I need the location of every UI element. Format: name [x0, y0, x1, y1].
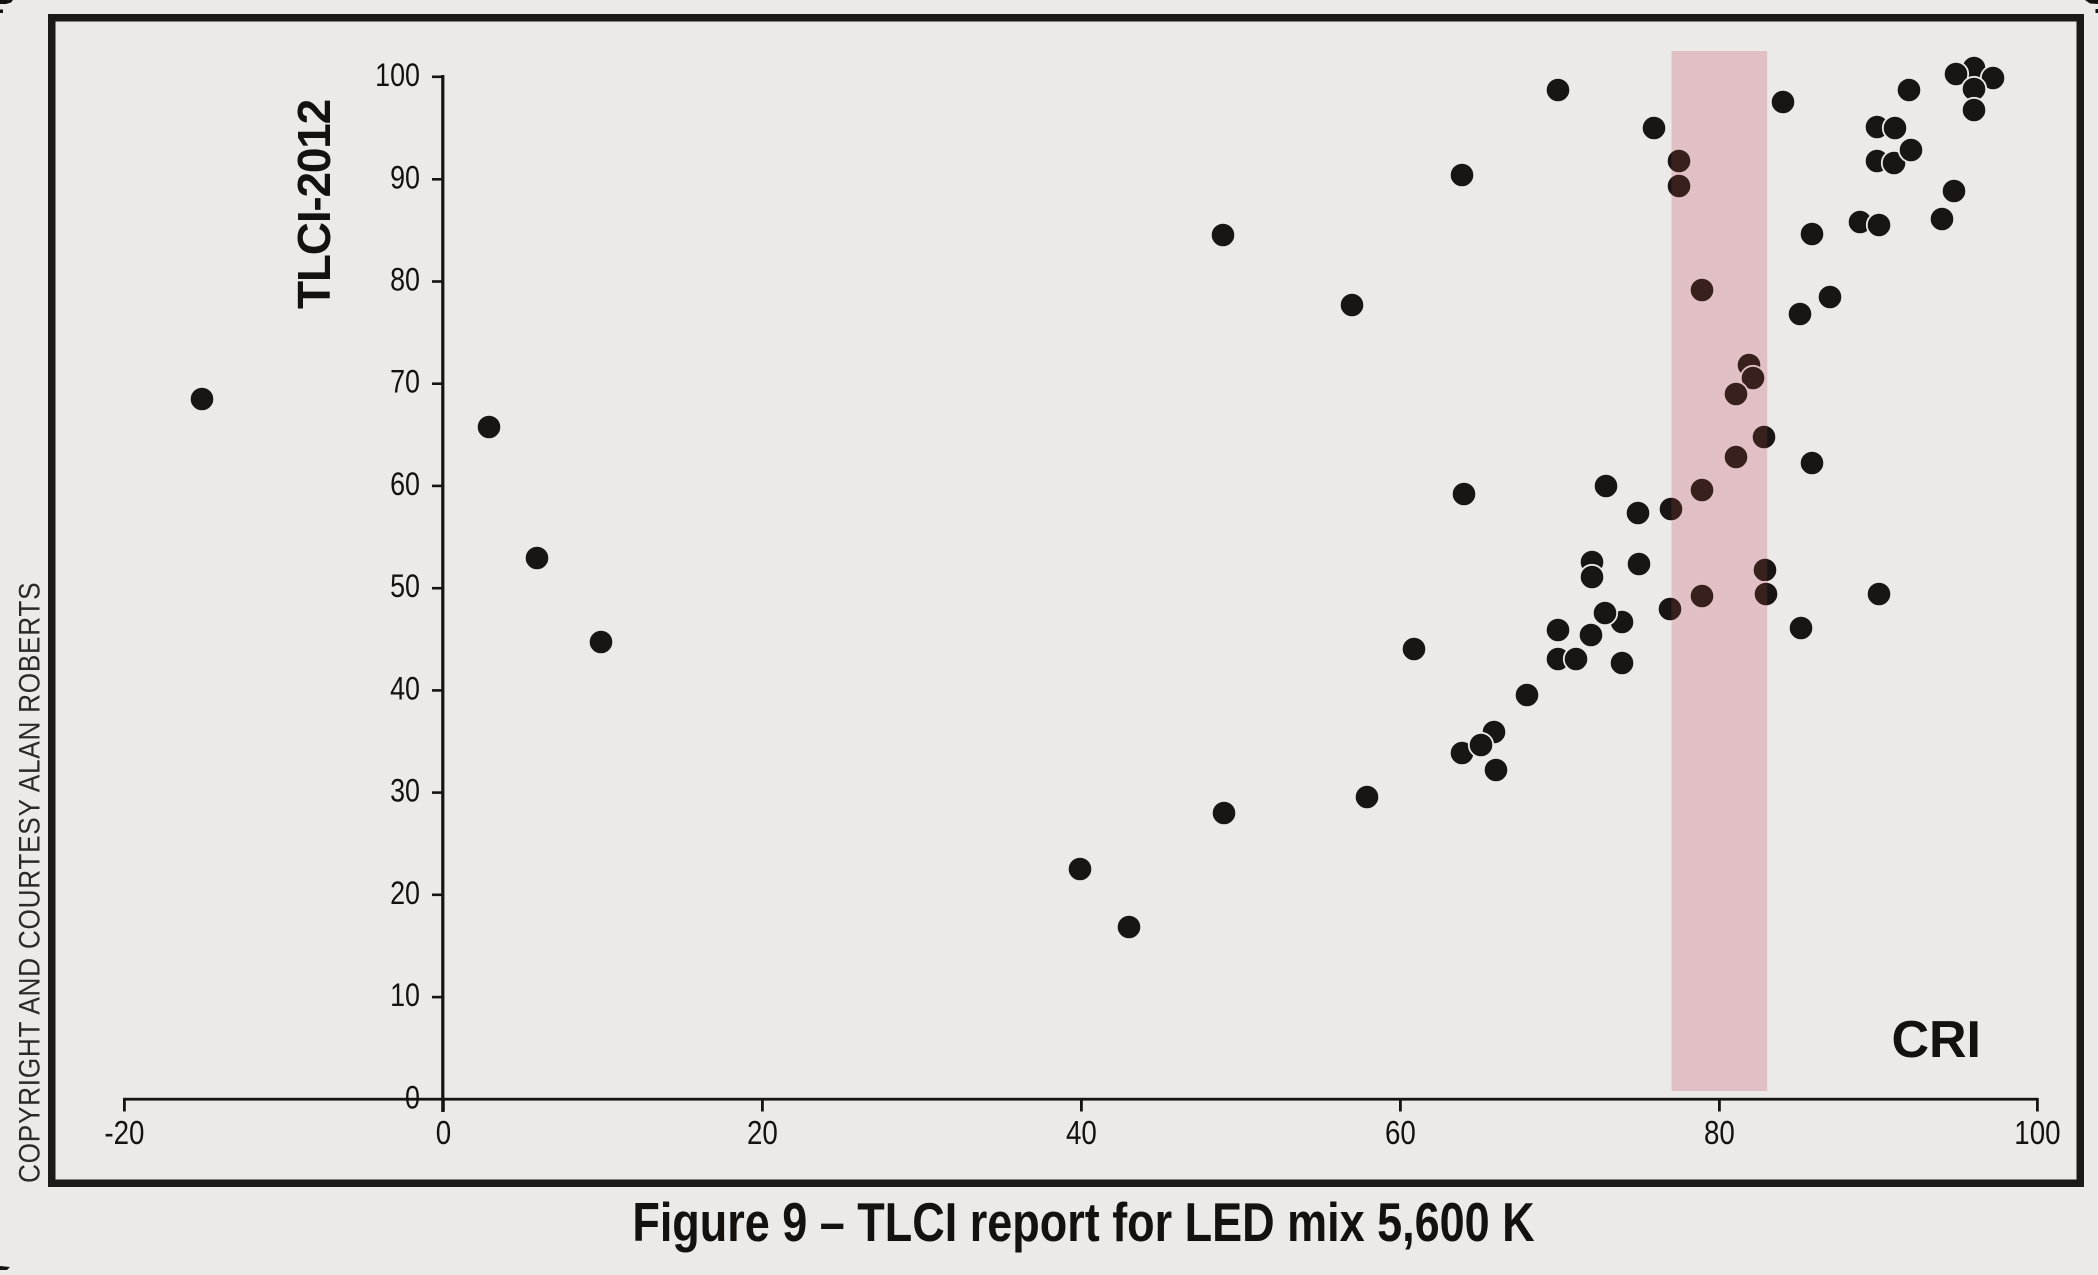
- svg-text:CRI: CRI: [1891, 1011, 1981, 1069]
- svg-text:30: 30: [390, 773, 420, 809]
- svg-text:80: 80: [1704, 1115, 1735, 1152]
- svg-text:60: 60: [390, 467, 420, 503]
- svg-text:0: 0: [405, 1080, 420, 1116]
- svg-text:40: 40: [390, 671, 420, 707]
- svg-text:40: 40: [1066, 1115, 1097, 1152]
- svg-text:80: 80: [390, 262, 420, 298]
- svg-text:Figure 9 – TLCI report for LED: Figure 9 – TLCI report for LED mix 5,600…: [632, 1192, 1534, 1253]
- svg-text:10: 10: [390, 978, 420, 1014]
- svg-text:50: 50: [390, 569, 420, 605]
- svg-text:90: 90: [390, 160, 420, 196]
- svg-text:100: 100: [2014, 1115, 2060, 1152]
- svg-text:COPYRIGHT AND COURTESY ALAN RO: COPYRIGHT AND COURTESY ALAN ROBERTS: [12, 582, 46, 1183]
- svg-text:0: 0: [436, 1115, 451, 1152]
- svg-text:20: 20: [747, 1115, 778, 1152]
- svg-text:70: 70: [390, 365, 420, 401]
- svg-text:20: 20: [390, 876, 420, 912]
- svg-text:TLCI-2012: TLCI-2012: [288, 100, 340, 309]
- svg-text:60: 60: [1385, 1115, 1416, 1152]
- svg-text:100: 100: [375, 58, 420, 94]
- svg-text:-20: -20: [104, 1115, 144, 1152]
